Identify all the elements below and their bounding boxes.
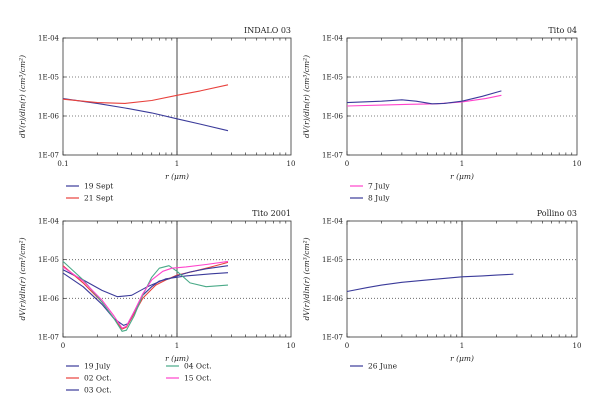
y-tick-label: 1E-05 [322,74,343,82]
panel-3: 0 1 10 1E-07 1E-06 1E-05 1E-04 r (μm) dV(r)/dln(… [18,209,295,395]
y-tick-label: 1E-06 [38,113,60,121]
y-tick-label: 1E-06 [38,295,60,303]
x-tick-label: 0 [345,160,349,168]
legend-label: 19 Sept [84,182,113,191]
panel-1: 0.1 1 10 1E-07 1E-06 1E-05 1E-04 r (μm) dV(r)/dl… [18,26,295,203]
x-tick-label: 10 [573,342,582,350]
series-line [62,269,229,298]
legend-label: 26 June [368,362,398,371]
y-tick-label: 1E-06 [322,113,344,121]
x-tick-label: 0 [61,342,65,350]
y-tick-label: 1E-07 [322,152,343,160]
y-tick-label: 1E-07 [38,334,59,342]
y-tick-label: 1E-05 [38,256,59,264]
legend-label: 15 Oct. [184,374,212,383]
series-line [62,98,229,132]
y-tick-label: 1E-05 [38,74,59,82]
panel-title: Tito 04 [548,26,577,35]
y-tick-label: 1E-04 [38,35,60,43]
x-tick-label: 1 [460,160,464,168]
y-axis-label: dV(r)/dln(r) (cm³/cm²) [18,237,27,320]
y-axis-label: dV(r)/dln(r) (cm³/cm²) [302,55,311,138]
series-line [62,84,229,104]
panel-title: Pollino 03 [537,209,577,218]
x-tick-label: 10 [573,160,582,168]
legend-label: 04 Oct. [184,362,212,371]
series-line [346,90,502,105]
y-tick-label: 1E-04 [38,218,60,226]
panel-title: INDALO 03 [244,26,291,35]
y-tick-label: 1E-07 [322,334,343,342]
legend-label: 21 Sept [84,194,113,203]
x-axis-label: r (μm) [450,172,474,181]
y-axis-label: dV(r)/dln(r) (cm³/cm²) [302,237,311,320]
panel-4: 0 1 10 1E-07 1E-06 1E-05 1E-04 r (μm) dV(r)/dln(… [302,209,581,371]
x-tick-label: 0 [345,342,349,350]
legend-label: 7 July [368,182,390,191]
x-tick-label: 1 [175,160,179,168]
y-tick-label: 1E-05 [322,256,343,264]
legend-label: 8 July [368,194,390,203]
legend-label: 02 Oct. [84,374,112,383]
y-tick-label: 1E-04 [322,35,344,43]
series-line [62,260,229,332]
panel-title: Tito 2001 [252,209,291,218]
series-line [62,260,229,329]
series-line [62,261,229,330]
x-tick-label: 0.1 [57,160,68,168]
y-tick-label: 1E-07 [38,152,59,160]
x-tick-label: 10 [287,160,296,168]
legend-label: 19 July [84,362,111,371]
legend-label: 03 Oct. [84,386,112,395]
y-tick-label: 1E-06 [322,295,344,303]
x-axis-label: r (μm) [165,172,189,181]
x-axis-label: r (μm) [165,354,189,363]
series-line [346,273,514,293]
x-tick-label: 10 [287,342,296,350]
y-axis-label: dV(r)/dln(r) (cm³/cm²) [18,55,27,138]
y-tick-label: 1E-04 [322,218,344,226]
x-tick-label: 1 [175,342,179,350]
x-axis-label: r (μm) [450,354,474,363]
panel-2: 0 1 10 1E-07 1E-06 1E-05 1E-04 r (μm) dV(r)/dln(… [302,26,581,203]
x-tick-label: 1 [460,342,464,350]
